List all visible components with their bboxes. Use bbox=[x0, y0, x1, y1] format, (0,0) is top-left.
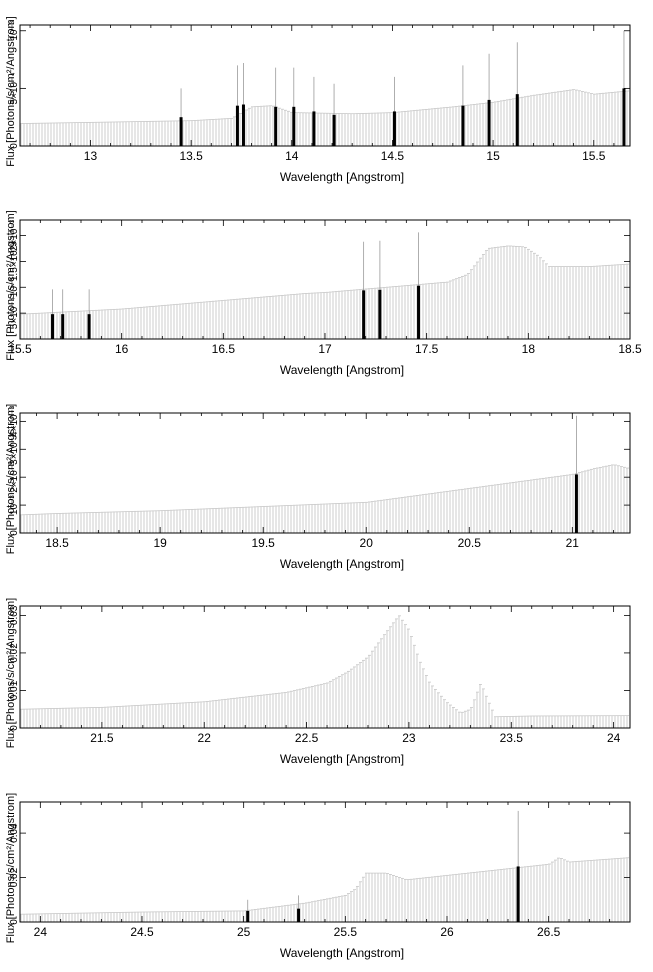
y-tick-label: 1.5×10⁻³ bbox=[9, 241, 20, 281]
emission-line-bar bbox=[622, 88, 626, 146]
plot-frame bbox=[19, 24, 631, 147]
x-tick-label: 20 bbox=[360, 536, 374, 550]
x-tick-label: 23 bbox=[402, 731, 416, 745]
x-tick-label: 17 bbox=[318, 342, 332, 356]
plot-frame bbox=[19, 605, 631, 729]
y-tick-label: 2×10⁻³ bbox=[9, 219, 20, 251]
continuum-bins bbox=[20, 464, 629, 533]
x-tick-label: 20.5 bbox=[458, 536, 482, 550]
x-tick-label: 25.5 bbox=[334, 925, 358, 939]
emission-line-bar bbox=[362, 290, 366, 339]
y-tick-label: 0 bbox=[9, 530, 20, 536]
chart-panel-4: 21.5 22 22.5 23 23.5 24 0 0.01 0.02 0.03 Wavelengt… bbox=[5, 598, 631, 766]
y-tick-label: 3×10⁻³ bbox=[9, 433, 20, 465]
y-tick-label: 0.03 bbox=[9, 605, 20, 625]
x-axis-label: Wavelength [Angstrom] bbox=[280, 946, 404, 960]
plot-frame bbox=[19, 412, 631, 534]
emission-line-bar bbox=[87, 314, 91, 339]
x-tick-label: 23.5 bbox=[500, 731, 524, 745]
y-tick-label: 0.02 bbox=[9, 643, 20, 663]
x-tick-label: 15.5 bbox=[582, 149, 606, 163]
y-tick-label: 0 bbox=[9, 919, 20, 925]
chart-panel-5: 24 24.5 25 25.5 26 26.5 0 0.02 0.04 Wavelength [A… bbox=[5, 793, 631, 960]
x-tick-label: 14.5 bbox=[381, 149, 405, 163]
emission-line-bar bbox=[241, 104, 245, 146]
y-tick-label: 0 bbox=[9, 725, 20, 731]
x-tick-label: 16.5 bbox=[212, 342, 236, 356]
y-tick-label: 0.01 bbox=[9, 680, 20, 700]
emission-line-bar bbox=[461, 105, 465, 146]
y-tick-label: 2×10⁻³ bbox=[9, 461, 20, 493]
emission-line-bar bbox=[292, 106, 296, 146]
chart-panel-2: 15.5 16 16.5 17 17.5 18 18.5 5×10⁻⁴10⁻³1.5×10⁻³… bbox=[5, 210, 642, 377]
x-tick-label: 26.5 bbox=[537, 925, 561, 939]
y-axis-label: Flux [Photons/s/cm²/Angstrom] bbox=[5, 210, 17, 360]
x-tick-label: 24.5 bbox=[130, 925, 154, 939]
x-tick-label: 13 bbox=[84, 149, 98, 163]
emission-line-bar bbox=[274, 106, 278, 146]
plot-frame bbox=[19, 219, 631, 340]
x-tick-label: 22 bbox=[198, 731, 212, 745]
y-tick-label: 0.04 bbox=[9, 823, 20, 843]
x-tick-label: 24 bbox=[34, 925, 48, 939]
emission-line-bar bbox=[515, 94, 519, 146]
x-tick-label: 26 bbox=[440, 925, 454, 939]
y-tick-label: 5×10⁻⁴ bbox=[9, 297, 20, 329]
plot-frame bbox=[19, 801, 631, 923]
x-tick-label: 15 bbox=[486, 149, 500, 163]
emission-line-bar bbox=[392, 111, 396, 146]
x-tick-label: 19 bbox=[153, 536, 167, 550]
x-axis-label: Wavelength [Angstrom] bbox=[280, 170, 404, 184]
x-tick-label: 21.5 bbox=[90, 731, 114, 745]
x-tick-label: 16 bbox=[115, 342, 129, 356]
y-axis-label: Flux [Photons/s/cm²/Angstrom] bbox=[5, 793, 17, 943]
chart-panel-1: 13 13.5 14 14.5 15 15.5 0 5×10⁻⁴ 10⁻³ Wavelength … bbox=[5, 16, 631, 184]
x-axis-label: Wavelength [Angstrom] bbox=[280, 752, 404, 766]
emission-line-bar bbox=[516, 866, 520, 922]
emission-line-bar bbox=[417, 285, 421, 339]
y-tick-label: 4×10⁻³ bbox=[9, 405, 20, 437]
y-axis-label: Flux [Photons/s/cm²/Angstrom] bbox=[5, 598, 17, 748]
x-tick-label: 13.5 bbox=[179, 149, 203, 163]
x-tick-label: 18.5 bbox=[45, 536, 69, 550]
x-tick-label: 18.5 bbox=[618, 342, 642, 356]
emission-line-bar bbox=[235, 105, 239, 146]
y-tick-label: 10⁻³ bbox=[9, 277, 20, 297]
emission-line-bar bbox=[179, 117, 183, 146]
y-tick-label: 10⁻³ bbox=[9, 20, 20, 40]
continuum-bins bbox=[20, 857, 629, 922]
x-tick-label: 17.5 bbox=[415, 342, 439, 356]
emission-line-bar bbox=[332, 114, 336, 146]
chart-panel-3: 18.5 19 19.5 20 20.5 21 0 10⁻³ 2×10⁻³3×10⁻³4×10⁻… bbox=[5, 404, 631, 571]
y-axis-label: Flux [Photons/s/cm²/Angstrom] bbox=[5, 16, 17, 166]
emission-line-bar bbox=[487, 99, 491, 146]
emission-line-bar bbox=[246, 910, 250, 922]
x-tick-label: 24 bbox=[607, 731, 621, 745]
y-tick-label: 5×10⁻⁴ bbox=[9, 72, 20, 104]
continuum-bins bbox=[20, 245, 629, 339]
x-axis-label: Wavelength [Angstrom] bbox=[280, 363, 404, 377]
y-tick-label: 0.02 bbox=[9, 867, 20, 887]
emission-line-bar bbox=[378, 289, 382, 339]
x-tick-label: 14 bbox=[285, 149, 299, 163]
y-axis-label: Flux [Photons/s/cm²/Angstrom] bbox=[5, 404, 17, 554]
continuum-bins bbox=[20, 615, 629, 728]
x-tick-label: 22.5 bbox=[295, 731, 319, 745]
y-tick-label: 10⁻³ bbox=[9, 495, 20, 515]
y-tick-label: 0 bbox=[9, 143, 20, 149]
x-axis-label: Wavelength [Angstrom] bbox=[280, 557, 404, 571]
x-tick-label: 19.5 bbox=[251, 536, 275, 550]
emission-line-bar bbox=[51, 314, 55, 339]
x-tick-label: 18 bbox=[522, 342, 536, 356]
emission-line-bar bbox=[297, 908, 301, 922]
x-tick-label: 25 bbox=[237, 925, 251, 939]
emission-line-bar bbox=[312, 111, 316, 146]
x-tick-label: 15.5 bbox=[8, 342, 32, 356]
emission-line-bar bbox=[574, 474, 578, 533]
emission-line-bar bbox=[61, 314, 65, 339]
continuum-bins bbox=[20, 89, 629, 146]
x-tick-label: 21 bbox=[566, 536, 580, 550]
